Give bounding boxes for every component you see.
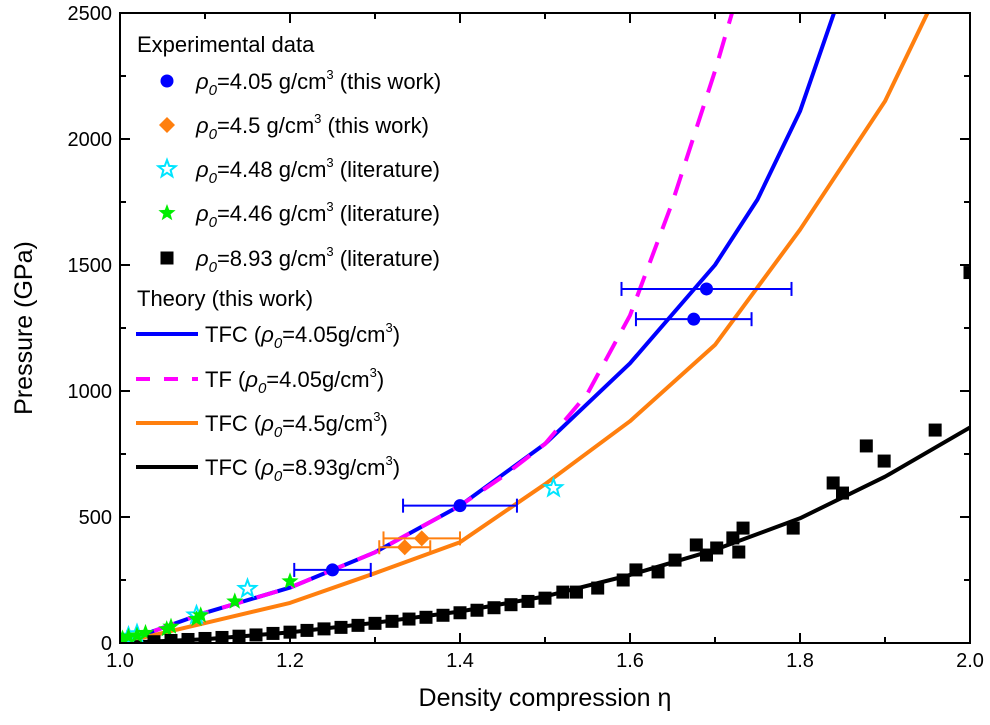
data-point	[521, 594, 535, 608]
data-point	[368, 616, 382, 630]
data-point	[732, 545, 746, 559]
data-point	[215, 630, 229, 643]
data-point	[281, 572, 299, 589]
legend-label: ρ0=4.5 g/cm3 (this work)	[195, 111, 429, 143]
data-point	[836, 486, 849, 500]
data-point	[826, 476, 840, 490]
data-point	[232, 629, 246, 643]
data-point	[726, 531, 740, 545]
data-point	[162, 617, 180, 634]
data-point	[786, 521, 800, 535]
data-point	[542, 476, 565, 498]
legend-label: TFC (ρ0=8.93g/cm3)	[205, 453, 400, 485]
data-point	[266, 626, 280, 640]
y-tick-label: 1500	[68, 255, 113, 277]
legend-marker	[155, 157, 179, 179]
data-point	[569, 585, 583, 599]
data-point	[249, 628, 263, 642]
data-point	[629, 563, 643, 577]
data-point	[453, 499, 467, 513]
data-point	[402, 612, 416, 626]
legend-label: ρ0=4.48 g/cm3 (literature)	[195, 155, 440, 187]
curve-1	[120, 13, 734, 643]
data-point	[326, 563, 339, 577]
data-point	[487, 601, 501, 615]
data-point	[538, 591, 552, 605]
data-point	[668, 553, 682, 567]
data-point	[120, 627, 138, 643]
y-tick-label: 500	[79, 507, 112, 529]
x-tick-label: 2.0	[956, 650, 984, 672]
x-tick-label: 1.2	[276, 650, 304, 672]
plot-content	[120, 13, 970, 643]
data-point	[700, 548, 713, 562]
data-point	[226, 592, 244, 609]
legend-label: ρ0=4.46 g/cm3 (literature)	[195, 199, 440, 231]
data-point	[591, 581, 605, 595]
data-point	[687, 312, 701, 326]
plot-area	[120, 13, 970, 643]
data-point	[300, 623, 314, 637]
data-point	[236, 576, 259, 599]
x-tick-label: 1.0	[106, 650, 134, 672]
legend-label: ρ0=4.05 g/cm3 (this work)	[195, 67, 441, 99]
legend: Experimental data ρ0=4.05 g/cm3 (this wor…	[136, 32, 441, 485]
legend-marker	[160, 251, 174, 265]
axes: 1.0 1.2 1.4 1.6 1.8 2.0 0 500 1000 1500 2000 2500	[68, 3, 984, 672]
data-point	[504, 598, 518, 612]
data-point	[419, 610, 433, 624]
legend-label: TFC (ρ0=4.05g/cm3)	[205, 320, 400, 352]
y-tick-label: 2500	[68, 3, 113, 25]
x-axis-label: Density compression η	[419, 684, 672, 712]
data-point	[963, 266, 970, 280]
data-point	[556, 585, 570, 599]
data-point	[859, 439, 873, 453]
data-point	[470, 603, 484, 617]
y-tick-label: 1000	[68, 381, 113, 403]
data-point	[158, 620, 176, 637]
data-point	[396, 539, 413, 556]
data-point	[181, 632, 195, 643]
data-point	[413, 530, 430, 547]
data-point	[317, 622, 331, 636]
data-point	[700, 282, 713, 296]
data-point	[136, 623, 155, 641]
data-point	[453, 606, 467, 620]
data-point	[334, 620, 348, 634]
data-point	[616, 573, 630, 587]
y-tick-label: 2000	[68, 129, 113, 151]
data-point	[351, 618, 365, 632]
legend-marker	[158, 204, 176, 221]
y-axis-label: Pressure (GPa)	[10, 241, 38, 415]
x-tick-label: 1.4	[446, 650, 474, 672]
x-tick-label: 1.6	[616, 650, 644, 672]
data-point	[283, 625, 297, 639]
legend-marker	[159, 117, 175, 133]
legend-label: TF (ρ0=4.05g/cm3)	[205, 365, 384, 397]
legend-label: TFC (ρ0=4.5g/cm3)	[205, 409, 388, 441]
legend-heading-theory: Theory (this work)	[137, 286, 313, 311]
y-tick-label: 0	[101, 633, 112, 655]
legend-label: ρ0=8.93 g/cm3 (literature)	[195, 244, 440, 276]
data-point	[147, 635, 161, 643]
data-point	[710, 541, 724, 555]
data-point	[877, 454, 891, 468]
data-point	[928, 423, 942, 437]
data-point	[385, 614, 399, 628]
x-tick-label: 1.8	[786, 650, 814, 672]
data-point	[436, 608, 450, 622]
data-point	[651, 565, 665, 579]
data-point	[164, 633, 178, 643]
data-point	[192, 606, 210, 623]
data-point	[689, 538, 703, 552]
legend-marker	[160, 74, 174, 88]
data-point	[128, 626, 146, 643]
legend-heading-experimental: Experimental data	[137, 32, 315, 57]
data-point	[187, 610, 206, 627]
data-point	[736, 521, 750, 535]
